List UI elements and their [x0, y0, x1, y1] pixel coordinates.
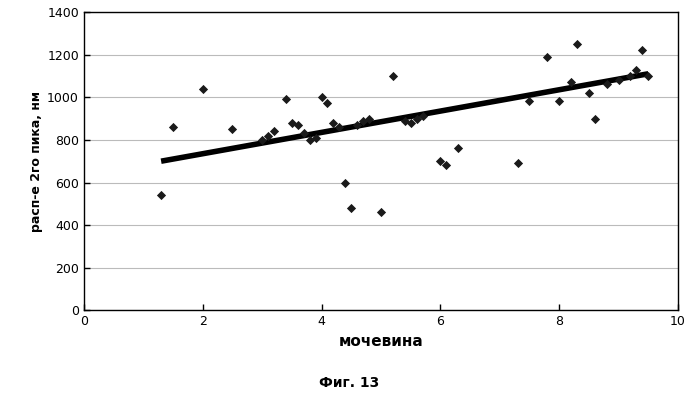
Point	[287, 120, 298, 126]
Point	[197, 86, 208, 92]
Point	[572, 41, 583, 47]
Point	[304, 137, 315, 143]
Point	[345, 205, 356, 211]
Point	[411, 115, 422, 122]
Point	[226, 126, 238, 133]
Point	[268, 128, 280, 135]
Point	[583, 90, 594, 96]
Point	[643, 73, 654, 79]
Point	[334, 124, 345, 130]
Point	[613, 77, 624, 83]
Point	[524, 98, 535, 105]
Point	[316, 94, 327, 100]
Point	[589, 115, 600, 122]
Point	[625, 73, 636, 79]
Point	[542, 54, 553, 60]
Point	[357, 117, 369, 124]
Point	[631, 66, 642, 73]
Point	[292, 122, 303, 128]
Text: Фиг. 13: Фиг. 13	[319, 376, 380, 390]
Point	[512, 160, 523, 166]
Point	[257, 137, 268, 143]
Point	[399, 117, 410, 124]
Point	[435, 158, 446, 164]
Point	[310, 135, 321, 141]
Point	[168, 124, 179, 130]
Point	[637, 47, 648, 53]
Point	[375, 209, 387, 216]
Point	[328, 120, 339, 126]
Point	[280, 96, 291, 103]
Point	[565, 79, 577, 86]
Point	[417, 113, 428, 120]
Point	[554, 98, 565, 105]
Point	[387, 73, 398, 79]
Point	[363, 115, 375, 122]
Point	[263, 133, 274, 139]
Point	[298, 130, 310, 137]
Point	[322, 100, 333, 106]
Y-axis label: расп-е 2го пика, нм: расп-е 2го пика, нм	[30, 91, 43, 232]
Point	[601, 81, 612, 88]
Point	[340, 179, 351, 186]
X-axis label: мочевина: мочевина	[338, 334, 424, 349]
Point	[352, 122, 363, 128]
Point	[155, 192, 167, 199]
Point	[405, 120, 416, 126]
Point	[453, 145, 464, 152]
Point	[440, 162, 452, 169]
